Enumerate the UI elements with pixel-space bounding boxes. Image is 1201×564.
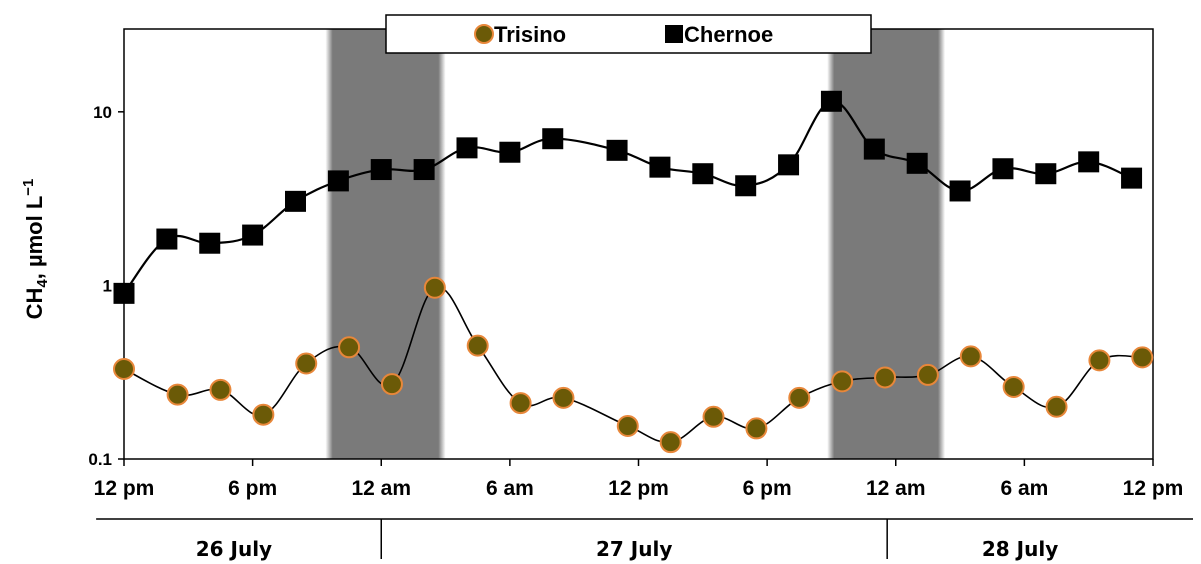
date-axis: 26 July 27 July 28 July [96,518,1193,561]
data-point-chernoe [242,224,264,246]
data-point-chernoe [649,156,671,178]
data-point-trisino [509,392,532,415]
data-point-chernoe [456,137,478,159]
series-trisino [113,276,1154,454]
data-point-trisino [380,373,403,396]
axis-ticks: 0.1 1 10 12 pm 6 pm 12 am 6 am 12 pm 6 pm 12 am 6 … [88,103,1183,500]
data-point-trisino [616,414,639,437]
x-tick-label: 12 am [866,477,926,500]
y-axis-label-main: CH [22,288,47,320]
data-point-chernoe [778,154,800,176]
data-point-trisino [552,386,575,409]
data-point-trisino [252,403,275,426]
data-point-chernoe [499,141,521,163]
legend-label-trisino: Trisino [494,22,566,47]
data-point-trisino [831,370,854,393]
y-axis-label-subscript: 4 [34,279,51,288]
data-point-chernoe [606,139,628,161]
x-tick-label: 12 pm [94,477,155,500]
x-tick-label: 12 pm [1123,477,1184,500]
data-point-trisino [209,378,232,401]
data-point-chernoe [735,175,757,197]
x-tick-label: 6 pm [743,477,792,500]
legend-label-chernoe: Chernoe [684,22,773,47]
y-axis-label-superscript: −1 [20,179,37,196]
data-point-trisino [874,366,897,389]
x-tick-label: 12 am [351,477,411,500]
data-point-trisino [1088,349,1111,372]
date-label: 26 July [196,537,272,561]
x-tick-label: 6 am [1000,477,1048,500]
night-band-1 [325,29,446,459]
y-axis-label-rest: , µmol L [22,196,47,280]
plot-area-frame [123,28,1154,460]
x-tick-label: 6 pm [228,477,277,500]
date-label: 28 July [982,537,1058,561]
x-tick-label: 12 pm [608,477,669,500]
legend: Trisino Chernoe [385,14,872,54]
night-band-2 [827,29,946,459]
data-point-trisino [788,386,811,409]
data-point-chernoe [542,128,564,150]
date-label: 27 July [596,537,672,561]
data-point-chernoe [285,190,306,212]
series-chernoe [113,90,1143,304]
data-point-chernoe [113,282,135,304]
series-line-chernoe [123,100,1132,295]
data-point-trisino [338,336,361,359]
data-point-trisino [295,352,318,375]
data-point-trisino [916,363,939,386]
y-tick-label: 1 [103,276,112,295]
data-point-trisino [1131,346,1154,369]
data-point-trisino [1045,395,1068,418]
y-tick-label: 10 [93,103,112,122]
night-bands [325,29,946,459]
data-point-chernoe [1121,167,1143,189]
data-point-chernoe [863,138,885,160]
data-point-chernoe [413,159,435,181]
data-point-chernoe [1035,163,1057,185]
data-point-trisino [959,345,982,368]
y-tick-label: 0.1 [88,450,112,469]
data-point-trisino [745,417,768,440]
data-point-trisino [466,334,489,357]
data-point-trisino [423,276,446,299]
data-point-trisino [113,357,135,380]
data-point-chernoe [906,152,928,174]
data-point-chernoe [949,180,971,202]
data-point-chernoe [199,232,221,254]
data-point-trisino [659,431,682,454]
data-point-chernoe [156,228,178,250]
data-point-chernoe [370,159,392,181]
data-point-chernoe [992,158,1014,180]
data-point-trisino [702,405,725,428]
x-tick-label: 6 am [486,477,534,500]
legend-marker-chernoe [665,25,683,43]
legend-marker-trisino [474,24,494,44]
data-series [113,90,1154,454]
y-axis-label: CH4, µmol L−1 [20,179,51,320]
legend-box [385,14,872,54]
data-point-trisino [1002,375,1025,398]
data-point-chernoe [1078,151,1100,173]
data-point-chernoe [327,170,349,192]
data-point-chernoe [820,90,842,112]
data-point-chernoe [692,163,714,185]
data-point-trisino [166,383,189,406]
